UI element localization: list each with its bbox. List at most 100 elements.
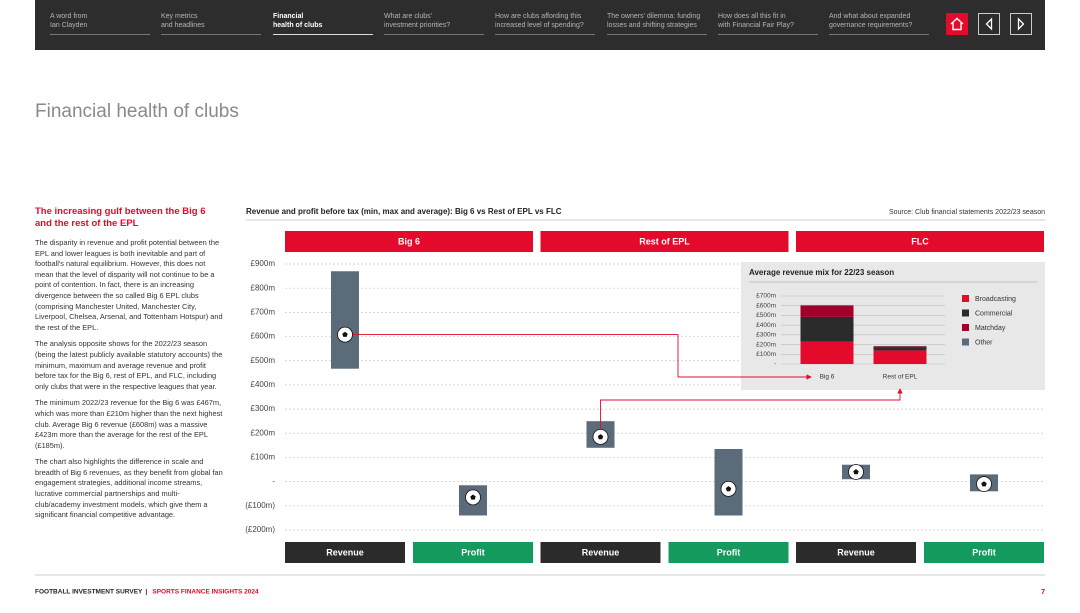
ball-pattern [470,494,476,500]
nav-item-line: governance requirements? [829,22,913,29]
y-tick-label: £200m [251,428,276,437]
nav-item-line: What are clubs' [384,13,433,20]
category-label: Revenue [326,547,364,557]
category-label: Profit [972,547,996,557]
ball-pattern [342,331,348,337]
home-button[interactable] [946,13,968,35]
nav-item-line: increased level of spending? [495,22,584,29]
inset-title: Average revenue mix for 22/23 season [749,268,894,277]
stacked-segment [800,304,854,306]
nav-item[interactable]: The owners' dilemma: funding losses and s… [607,12,707,35]
y-tick-label: £400m [251,380,276,389]
nav-bar: A word from Ian Clayden Key metrics and hea… [35,0,1045,50]
nav-item-line: How are clubs affording this [495,13,582,20]
legend-swatch [962,324,969,331]
connector [600,388,903,429]
prev-button[interactable] [978,13,1000,35]
y-tick-label: - [272,477,275,486]
nav-item-line: investment priorities? [384,22,451,29]
y-tick-label: £100m [251,453,276,462]
nav-item-line: Ian Clayden [50,22,88,29]
next-icon [1017,17,1025,31]
stacked-segment [800,341,854,364]
nav-item-line: Key metrics [161,13,198,20]
stacked-segment [800,305,854,317]
next-button[interactable] [1010,13,1032,35]
category-label: Revenue [837,547,875,557]
y-tick-label: £800m [251,283,276,292]
legend-label: Broadcasting [975,296,1016,303]
legend-swatch [962,295,969,302]
chart-title: Revenue and profit before tax (min, max … [246,207,562,216]
legend-label: Matchday [975,325,1006,332]
y-tick-label: £300m [251,404,276,413]
nav-item[interactable]: A word from Ian Clayden [50,12,150,35]
stacked-segment [873,346,927,348]
inset-y-tick-label: £400m [756,322,776,329]
inset-y-tick-label: £700m [756,293,776,300]
y-tick-label: £500m [251,356,276,365]
nav-item-line: The owners' dilemma: funding [607,13,701,20]
chart-source: Source: Club financial statements 2022/2… [889,209,1045,216]
ball-pattern [853,469,859,475]
nav-item[interactable]: Key metrics and headlines [161,12,261,35]
y-tick-label: £900m [251,259,276,268]
category-footer [668,542,789,563]
category-footer [285,542,405,563]
ball-pattern [981,481,987,487]
group-header [796,231,1044,252]
stacked-segment [873,350,927,364]
nav-item-line: health of clubs [273,22,323,29]
sidebar-paragraph: The minimum 2022/23 revenue for the Big … [35,398,223,450]
inset-y-tick-label: - [774,361,776,368]
home-icon [950,17,964,31]
inset-box [741,262,1045,390]
category-footer [413,542,533,563]
legend-swatch [962,338,969,346]
sidebar-heading: The increasing gulf between the Big 6 an… [35,206,206,229]
legend-label: Other [975,339,993,346]
nav-item-line: and headlines [161,22,205,29]
nav-item[interactable]: And what about expanded governance requir… [829,12,929,35]
category-label: Revenue [582,547,620,557]
ball-pattern [725,486,732,492]
category-footer [540,542,661,563]
group-header [285,231,533,252]
nav-item-line: Financial [273,13,304,20]
stacked-segment [873,347,927,351]
inset-y-tick-label: £100m [756,351,776,358]
prev-icon [985,17,993,31]
nav-item[interactable]: Financial health of clubs [273,12,373,35]
inset-y-tick-label: £500m [756,312,776,319]
y-tick-label: (£200m) [245,525,275,534]
group-header [540,231,789,252]
y-tick-label: (£100m) [245,501,275,510]
inset-category-label: Big 6 [820,374,835,381]
sidebar-paragraph: The disparity in revenue and profit pote… [35,238,223,332]
footer-separator: | [145,589,147,596]
nav-item-line: losses and shifting strategies [607,22,697,29]
inset-y-tick-label: £300m [756,332,776,339]
page-title: Financial health of clubs [35,101,239,122]
nav-item[interactable]: How are clubs affording this increased le… [495,12,595,35]
category-label: Profit [461,547,485,557]
footer-right: SPORTS FINANCE INSIGHTS 2024 [152,589,259,596]
nav-item-line: And what about expanded [829,13,911,20]
inset-y-tick-label: £200m [756,341,776,348]
group-header-label: FLC [911,236,929,246]
legend-swatch [962,309,969,317]
inset-category-label: Rest of EPL [883,374,918,381]
nav-item-line: A word from [50,13,88,20]
legend-label: Commercial [975,310,1013,317]
sidebar-paragraph: The chart also highlights the difference… [35,457,223,520]
nav-item[interactable]: How does all this fit in with Financial F… [718,12,818,35]
range-bar [331,271,359,369]
group-header-label: Rest of EPL [639,236,690,246]
nav-item[interactable]: What are clubs' investment priorities? [384,12,484,35]
stacked-segment [800,316,854,342]
connector [353,334,812,380]
inset-y-tick-label: £600m [756,302,776,309]
sidebar: The increasing gulf between the Big 6 an… [35,206,225,527]
y-tick-label: £600m [251,332,276,341]
